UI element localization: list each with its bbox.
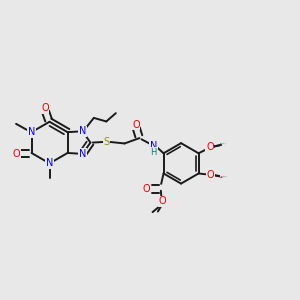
Text: O: O bbox=[13, 148, 20, 159]
Text: H: H bbox=[150, 148, 157, 157]
Text: O: O bbox=[142, 184, 150, 194]
Text: N: N bbox=[150, 140, 158, 151]
Text: N: N bbox=[79, 126, 86, 136]
Text: methyl_4: methyl_4 bbox=[220, 142, 226, 144]
Text: O: O bbox=[132, 120, 140, 130]
Text: O: O bbox=[41, 103, 49, 113]
Text: N: N bbox=[79, 149, 86, 159]
Text: methyl_5: methyl_5 bbox=[220, 176, 227, 177]
Text: S: S bbox=[104, 137, 110, 147]
Text: N: N bbox=[28, 127, 35, 137]
Text: O: O bbox=[158, 196, 166, 206]
Text: O: O bbox=[206, 142, 214, 152]
Text: N: N bbox=[46, 158, 53, 168]
Text: O: O bbox=[207, 170, 214, 180]
